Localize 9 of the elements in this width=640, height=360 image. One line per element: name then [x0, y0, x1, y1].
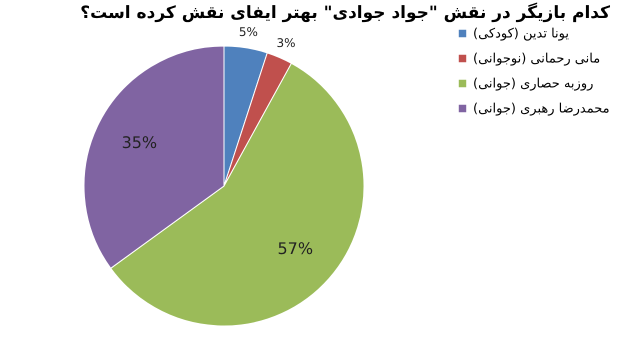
data-label: 35% — [122, 132, 158, 152]
data-label: 3% — [276, 36, 296, 50]
legend-label: روزبه حصاری (جوانی) — [473, 76, 594, 92]
legend-label: مانی رحمانی (نوجوانی) — [473, 52, 600, 66]
chart-title: کدام بازیگر در نقش "جواد جوادی" بهتر ایفای نقش کرده است؟ — [80, 2, 610, 23]
legend-label: محمدرضا رهبری (جوانی) — [473, 102, 610, 116]
legend-label: یونا تدین (کودکی) — [473, 26, 570, 42]
data-label: 57% — [277, 238, 314, 258]
data-label: 5% — [238, 24, 258, 39]
